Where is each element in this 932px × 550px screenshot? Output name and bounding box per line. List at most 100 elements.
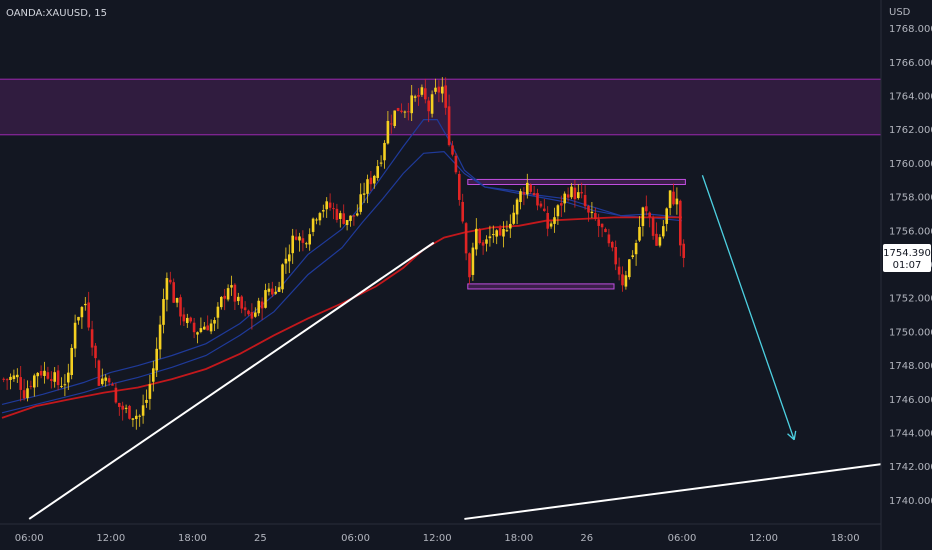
time-tick-label: 26 [580, 533, 593, 544]
candle [553, 207, 556, 233]
price-tick-label: 1746.000 [889, 395, 932, 406]
candle [447, 94, 451, 147]
last-price-tag: 1754.390 01:07 [883, 243, 931, 272]
candle [413, 94, 417, 102]
candle [196, 331, 199, 344]
range-top-box [467, 178, 686, 185]
candle [390, 114, 393, 134]
candle [604, 227, 607, 233]
candle [145, 389, 148, 408]
candle [33, 373, 36, 397]
candle [114, 382, 118, 404]
price-tick-label: 1768.000 [889, 24, 932, 35]
price-tick-label: 1748.000 [889, 361, 932, 372]
candle [284, 247, 288, 274]
candle [298, 232, 301, 252]
candle [468, 252, 471, 285]
candle [403, 110, 407, 118]
candle [495, 229, 498, 245]
candle [271, 281, 274, 298]
time-axis[interactable]: 06:00 12:00 18:00 25 06:00 12:00 18:00 26 06:00 1… [15, 533, 860, 544]
candle [379, 155, 383, 167]
candle [189, 316, 192, 324]
candle [192, 317, 196, 339]
candle [471, 242, 475, 281]
candle [570, 183, 573, 200]
candle [332, 202, 335, 220]
time-tick-label: 25 [254, 533, 267, 544]
candle [458, 170, 461, 206]
candle [682, 239, 685, 268]
range-bottom-box [467, 283, 615, 290]
candle [281, 263, 284, 293]
candle [509, 214, 512, 238]
time-tick-label: 06:00 [668, 533, 697, 544]
candle [369, 170, 373, 192]
candle [107, 375, 111, 386]
time-tick-label: 12:00 [96, 533, 125, 544]
candle [515, 197, 519, 225]
candle [481, 240, 485, 255]
candle [614, 240, 617, 271]
last-price-value: 1754.390 [883, 248, 931, 259]
candle [502, 221, 505, 248]
candle [169, 271, 172, 285]
candle [352, 215, 356, 226]
candle [16, 368, 19, 383]
ema-blue-fast-line [1, 119, 683, 405]
candle [335, 203, 339, 223]
candle [563, 191, 566, 213]
candle [668, 190, 672, 216]
candle [424, 78, 427, 104]
projection-arrow [701, 175, 795, 440]
symbol-label: OANDA:XAUUSD, 15 [6, 8, 107, 19]
candle [386, 111, 390, 145]
candle [549, 221, 553, 229]
candle [464, 222, 468, 261]
time-tick-label: 18:00 [831, 533, 860, 544]
candle [451, 140, 454, 157]
currency-label: USD [889, 7, 911, 18]
candle [396, 107, 400, 112]
candle [536, 188, 539, 211]
candle [655, 222, 658, 246]
candle [444, 77, 447, 115]
candles [2, 77, 685, 430]
candle [73, 314, 77, 358]
candle [9, 373, 12, 390]
candle [672, 183, 675, 206]
candle [325, 197, 328, 218]
candle [308, 228, 311, 251]
drawings [28, 175, 914, 520]
candle [237, 292, 240, 306]
ema-blue-slow-line [1, 150, 683, 414]
candle [254, 307, 257, 318]
candle [226, 284, 230, 302]
candle [566, 187, 570, 202]
candle [641, 206, 645, 237]
resistance-zone [0, 78, 914, 136]
candle [264, 283, 267, 309]
ema-red-line [1, 216, 682, 419]
candle [648, 211, 651, 228]
candle [356, 204, 359, 217]
candle [260, 297, 264, 320]
candle [539, 201, 543, 209]
candle [301, 230, 305, 252]
candle [60, 377, 63, 388]
candle [124, 404, 128, 414]
candle [267, 282, 271, 296]
candle [318, 211, 322, 226]
candle [393, 110, 396, 129]
candle [328, 193, 332, 211]
bar-countdown: 01:07 [893, 260, 922, 271]
price-tick-label: 1766.000 [889, 58, 932, 69]
trendline-lower [464, 458, 914, 520]
candle [274, 286, 277, 295]
candle [213, 317, 216, 331]
price-axis-bg [881, 0, 932, 550]
candle [53, 367, 56, 388]
candle [583, 185, 587, 210]
